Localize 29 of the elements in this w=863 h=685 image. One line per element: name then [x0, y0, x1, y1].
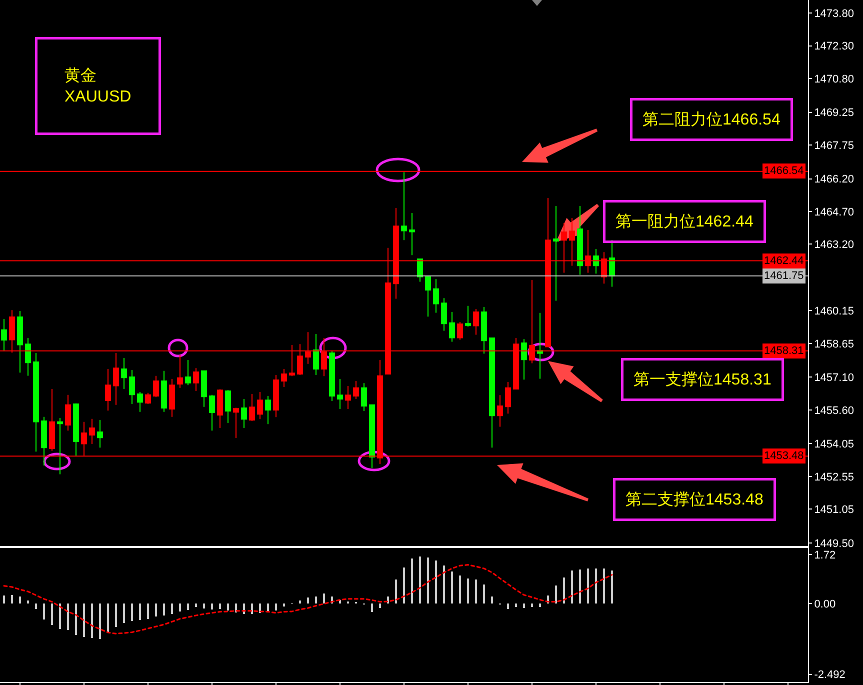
- y-tick-label: 1455.60: [814, 404, 854, 417]
- y-tick-label: 1451.05: [814, 504, 854, 516]
- y-tick-label: 1460.15: [814, 306, 854, 318]
- ref-line-label: 1462.44: [764, 255, 804, 267]
- y-tick-label: 1470.80: [814, 73, 854, 86]
- annotation: 第一阻力位1462.44: [616, 212, 754, 230]
- ref-line-label: 1461.75: [764, 270, 804, 282]
- y-tick-label: 1466.20: [814, 174, 854, 186]
- y-tick-label: 1457.10: [814, 372, 854, 384]
- y-tick-label: 1473.80: [814, 8, 854, 20]
- y-tick-label: 1472.30: [814, 40, 854, 53]
- y-tick-label: 1454.05: [814, 438, 854, 451]
- y-tick-label: 0.00: [814, 598, 836, 610]
- y-tick-label: 1458.65: [814, 338, 854, 350]
- annotation: 第二支撑位1453.48: [626, 490, 764, 508]
- ref-line-label: 1453.48: [764, 450, 804, 462]
- annotation: 第一支撑位1458.31: [634, 370, 772, 388]
- y-tick-label: 1.72: [814, 549, 836, 562]
- y-tick-label: 1467.75: [814, 140, 854, 152]
- ref-line-label: 1466.54: [764, 165, 804, 177]
- y-tick-label: 1464.70: [814, 206, 854, 218]
- y-tick-label: -2.492: [814, 669, 846, 682]
- y-tick-label: 1449.50: [814, 538, 854, 550]
- annotation: 第二阻力位1466.54: [642, 110, 780, 128]
- text: 黄金 XAUUSD: [64, 66, 132, 106]
- y-tick-label: 1452.55: [814, 471, 854, 484]
- y-tick-label: 1469.25: [814, 107, 854, 120]
- ref-line-label: 1458.31: [764, 345, 804, 357]
- y-tick-label: 1463.20: [814, 239, 854, 252]
